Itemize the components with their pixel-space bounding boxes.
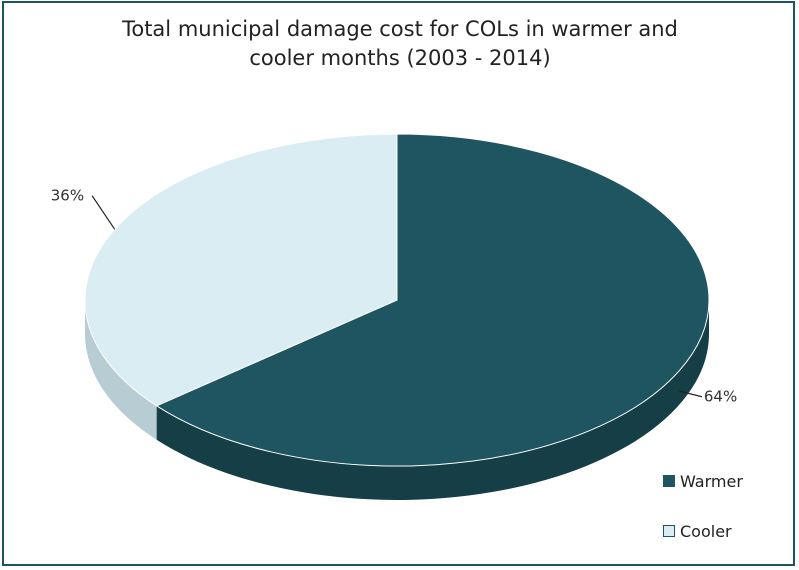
pie-side-cooler bbox=[85, 300, 157, 440]
legend-label-warmer: Warmer bbox=[680, 471, 743, 491]
pie-labels: 64% 36% bbox=[51, 187, 737, 406]
legend-item-warmer: Warmer bbox=[663, 470, 743, 492]
pie-slice-warmer bbox=[155, 133, 710, 467]
legend-item-cooler: Cooler bbox=[663, 520, 743, 542]
legend-swatch-cooler bbox=[663, 525, 675, 537]
pie-tops bbox=[84, 133, 710, 467]
pie-leader-cooler bbox=[91, 195, 116, 230]
pie-label-cooler: 36% bbox=[51, 187, 84, 205]
legend-swatch-warmer bbox=[663, 475, 675, 487]
pie-sides bbox=[85, 300, 710, 500]
pie-side-warmer bbox=[156, 300, 710, 500]
chart-title: Total municipal damage cost for COLs in … bbox=[80, 15, 720, 73]
chart-title-line-1: Total municipal damage cost for COLs in … bbox=[122, 17, 678, 41]
chart-legend: Warmer Cooler bbox=[663, 470, 743, 570]
pie-leader-warmer bbox=[679, 390, 703, 398]
pie-slice-cooler bbox=[84, 133, 398, 407]
legend-label-cooler: Cooler bbox=[680, 521, 732, 541]
chart-title-line-2: cooler months (2003 - 2014) bbox=[249, 46, 551, 70]
pie-label-warmer: 64% bbox=[704, 388, 737, 406]
